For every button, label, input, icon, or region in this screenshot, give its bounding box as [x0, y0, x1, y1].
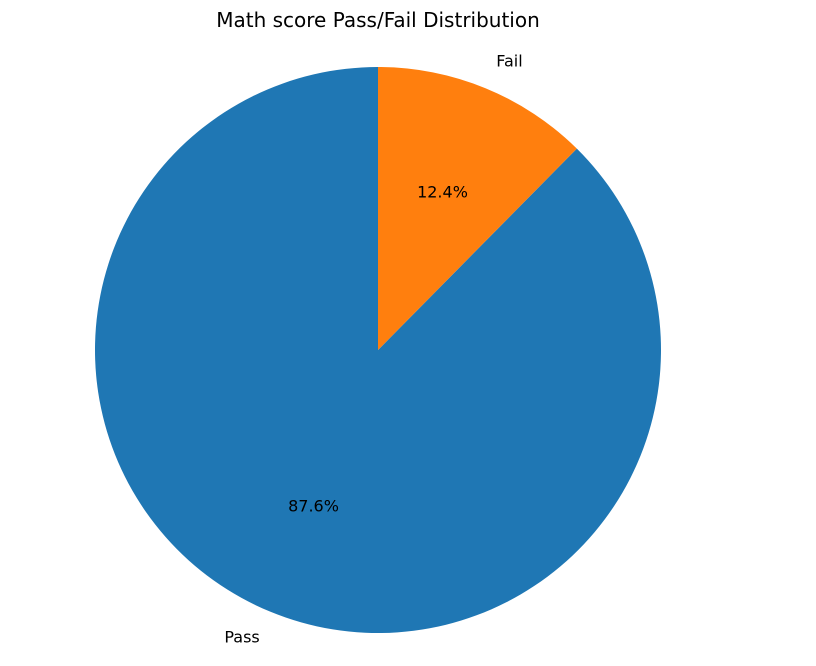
pie-slice-pass: [94, 67, 661, 633]
slice-label-fail: Fail: [496, 52, 522, 71]
pie-slices: [94, 67, 661, 633]
pie-labels: Pass 87.6% Fail 12.4%: [224, 52, 522, 647]
pie-slice-fail: [378, 67, 577, 350]
chart-title: Math score Pass/Fail Distribution: [216, 8, 540, 32]
pct-label-pass: 87.6%: [288, 497, 339, 516]
pct-label-fail: 12.4%: [417, 182, 468, 201]
slice-label-pass: Pass: [224, 627, 259, 646]
